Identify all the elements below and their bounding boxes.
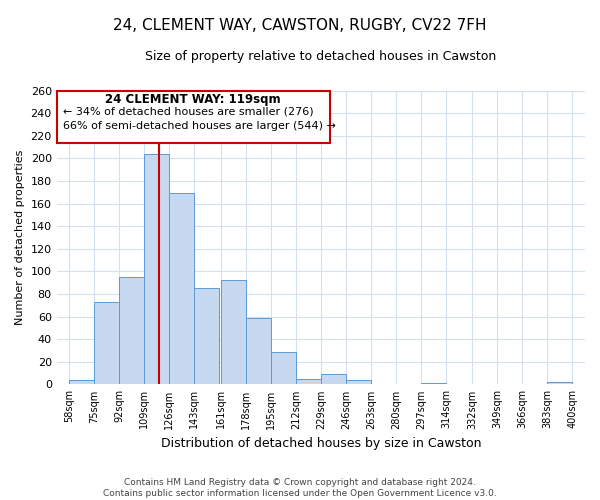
Bar (94, 302, 119, 384)
Bar (169, 194, 194, 384)
Text: 24, CLEMENT WAY, CAWSTON, RUGBY, CV22 7FH: 24, CLEMENT WAY, CAWSTON, RUGBY, CV22 7F… (113, 18, 487, 32)
Title: Size of property relative to detached houses in Cawston: Size of property relative to detached ho… (145, 50, 496, 63)
Bar (221, 280, 246, 384)
Text: ← 34% of detached houses are smaller (276): ← 34% of detached houses are smaller (27… (62, 106, 313, 117)
Bar (56, 90, 329, 142)
Text: 24 CLEMENT WAY: 119sqm: 24 CLEMENT WAY: 119sqm (106, 93, 281, 106)
Bar (271, 352, 296, 384)
Bar (346, 380, 371, 384)
X-axis label: Distribution of detached houses by size in Cawston: Distribution of detached houses by size … (161, 437, 481, 450)
Bar (547, 382, 572, 384)
Bar (194, 288, 219, 384)
Bar (246, 318, 271, 384)
Bar (296, 379, 321, 384)
Bar (69, 380, 94, 384)
Bar (144, 154, 169, 384)
Bar (119, 277, 144, 384)
Y-axis label: Number of detached properties: Number of detached properties (15, 150, 25, 325)
Text: 66% of semi-detached houses are larger (544) →: 66% of semi-detached houses are larger (… (62, 121, 335, 131)
Text: Contains HM Land Registry data © Crown copyright and database right 2024.
Contai: Contains HM Land Registry data © Crown c… (103, 478, 497, 498)
Bar (321, 374, 346, 384)
